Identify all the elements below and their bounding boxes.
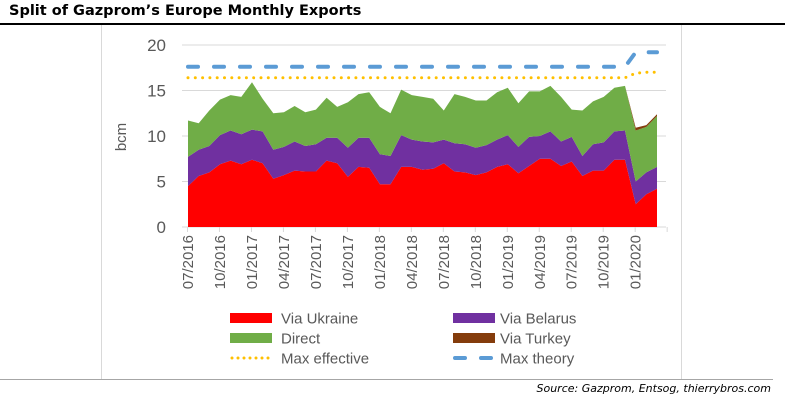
line-max-effective (186, 70, 659, 80)
area-direct (188, 82, 657, 182)
x-tick-label: 10/2018 (468, 235, 485, 289)
y-tick-label: 10 (147, 127, 166, 146)
y-tick-label: 0 (157, 218, 166, 237)
y-tick-label: 15 (147, 82, 166, 101)
line-max-theory (186, 50, 659, 69)
area-via-belarus (188, 129, 657, 205)
y-tick-label: 5 (157, 173, 166, 192)
x-tick-label: 04/2017 (276, 235, 293, 289)
chart-title: Split of Gazprom’s Europe Monthly Export… (9, 3, 362, 19)
x-tick-label: 04/2018 (404, 235, 421, 289)
legend-label: Max theory (500, 351, 575, 368)
legend-label: Max effective (281, 351, 369, 368)
legend-swatch (230, 313, 272, 323)
legend-label: Via Turkey (500, 331, 571, 348)
x-tick-label: 01/2018 (372, 235, 389, 289)
x-tick-label: 04/2019 (532, 235, 549, 289)
y-axis-label: bcm (113, 123, 130, 151)
x-tick-label: 10/2017 (340, 235, 357, 289)
legend-item: Via Belarus (453, 311, 576, 328)
x-tick-label: 01/2019 (500, 235, 517, 289)
legend-item: Via Turkey (453, 331, 571, 348)
y-tick-label: 20 (147, 36, 166, 55)
legend-item: Direct (230, 331, 321, 348)
x-tick-label: 01/2017 (244, 235, 261, 289)
x-tick-label: 07/2019 (564, 235, 581, 289)
legend-swatch (453, 333, 495, 343)
legend-item: Max effective (230, 351, 369, 368)
legend-item: Via Ukraine (230, 311, 358, 328)
x-tick-label: 07/2018 (436, 235, 453, 289)
source-note: Source: Gazprom, Entsog, thierrybros.com (536, 382, 772, 395)
x-tick-label: 07/2016 (180, 235, 197, 289)
area-via-ukraine (188, 158, 657, 227)
legend-swatch (230, 333, 272, 343)
legend-item: Max theory (453, 351, 575, 368)
x-tick-label: 10/2016 (212, 235, 229, 289)
legend-label: Via Belarus (500, 311, 576, 328)
legend-label: Direct (281, 331, 321, 348)
legend-swatch (453, 313, 495, 323)
x-tick-label: 10/2019 (596, 235, 613, 289)
x-tick-label: 07/2017 (308, 235, 325, 289)
x-tick-label: 01/2020 (628, 235, 645, 289)
legend-label: Via Ukraine (281, 311, 358, 328)
